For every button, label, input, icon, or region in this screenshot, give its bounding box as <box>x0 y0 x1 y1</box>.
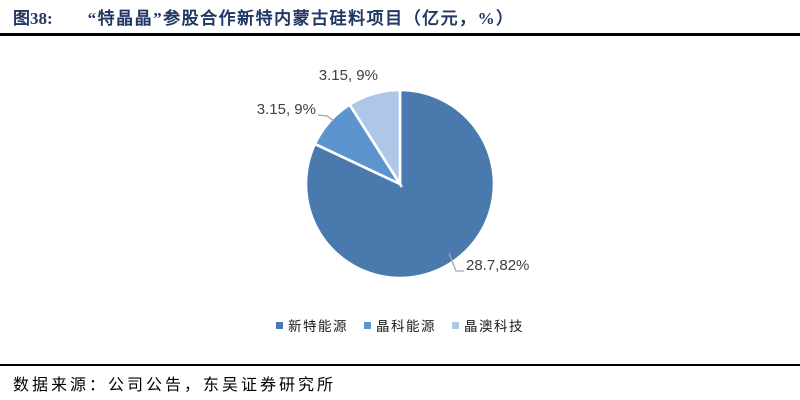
figure-header: 图38: “特晶晶”参股合作新特内蒙古硅料项目（亿元，%） <box>13 6 790 32</box>
source-note: 数据来源：公司公告，东吴证券研究所 <box>13 377 337 394</box>
top-divider <box>0 33 800 36</box>
pie-chart-canvas <box>304 88 496 280</box>
slice-label-2: 3.15, 9% <box>256 101 316 118</box>
pie-slice-3 <box>347 88 402 189</box>
legend-swatch-icon <box>276 321 283 329</box>
legend-label: 晶澳科技 <box>464 319 524 334</box>
legend-swatch-icon <box>452 321 459 329</box>
pie-slice-1 <box>304 88 496 280</box>
figure-title: “特晶晶”参股合作新特内蒙古硅料项目（亿元，%） <box>87 9 515 28</box>
chart-legend: 新特能源 晶科能源 晶澳科技 <box>0 315 800 335</box>
bottom-divider <box>0 364 800 366</box>
slice-label-1: 28.7,82% <box>466 257 530 274</box>
figure-number: 图38: <box>13 9 53 28</box>
legend-item-1: 新特能源 <box>276 315 348 335</box>
label-leader-line <box>317 114 335 122</box>
slice-label-3: 3.15, 9% <box>318 67 378 84</box>
legend-item-2: 晶科能源 <box>364 315 436 335</box>
legend-item-3: 晶澳科技 <box>452 315 524 335</box>
legend-label: 晶科能源 <box>376 319 436 334</box>
legend-label: 新特能源 <box>288 319 348 334</box>
label-leader-line <box>448 252 464 272</box>
legend-swatch-icon <box>364 321 371 329</box>
